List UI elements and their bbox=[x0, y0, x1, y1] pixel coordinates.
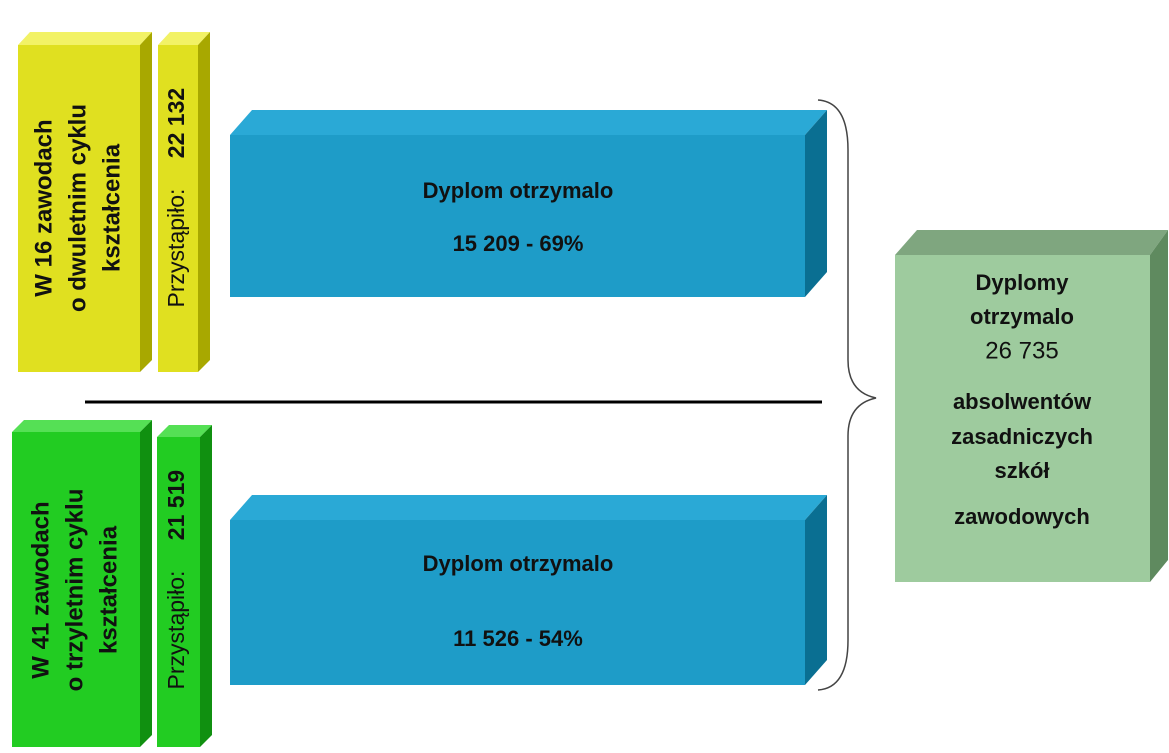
summary-text: zawodowych bbox=[954, 504, 1090, 529]
title-box bbox=[18, 32, 152, 372]
result-text: 11 526 - 54% bbox=[453, 626, 583, 651]
title-box bbox=[12, 420, 152, 747]
brace bbox=[817, 99, 877, 691]
summary-text: otrzymalo bbox=[970, 304, 1074, 329]
summary-text: zasadniczych bbox=[951, 424, 1093, 449]
group-title: o dwuletnim cyklu bbox=[64, 104, 91, 312]
group-title: kształcenia bbox=[98, 143, 125, 272]
summary-text: Dyplomy bbox=[976, 270, 1070, 295]
result-text: Dyplom otrzymalo bbox=[423, 178, 614, 203]
result-text: 15 209 - 69% bbox=[453, 231, 584, 256]
group-title: W 16 zawodach bbox=[30, 119, 57, 296]
group-title: kształcenia bbox=[95, 525, 122, 654]
participants-label: Przystąpiło: bbox=[163, 571, 189, 690]
participants-box bbox=[158, 32, 210, 372]
summary-box bbox=[895, 230, 1168, 582]
group-title: W 41 zawodach bbox=[27, 501, 54, 678]
participants-value: 22 132 bbox=[163, 88, 189, 158]
participants-label: Przystąpiło: bbox=[163, 189, 189, 308]
summary-text: szkół bbox=[994, 458, 1049, 483]
participants-box bbox=[157, 425, 212, 747]
result-box bbox=[230, 110, 827, 297]
summary-text: absolwentów bbox=[953, 389, 1092, 414]
summary-text: 26 735 bbox=[985, 337, 1058, 364]
result-box bbox=[230, 495, 827, 685]
participants-value: 21 519 bbox=[163, 470, 189, 540]
group-title: o trzyletnim cyklu bbox=[61, 489, 88, 692]
result-text: Dyplom otrzymalo bbox=[423, 551, 614, 576]
